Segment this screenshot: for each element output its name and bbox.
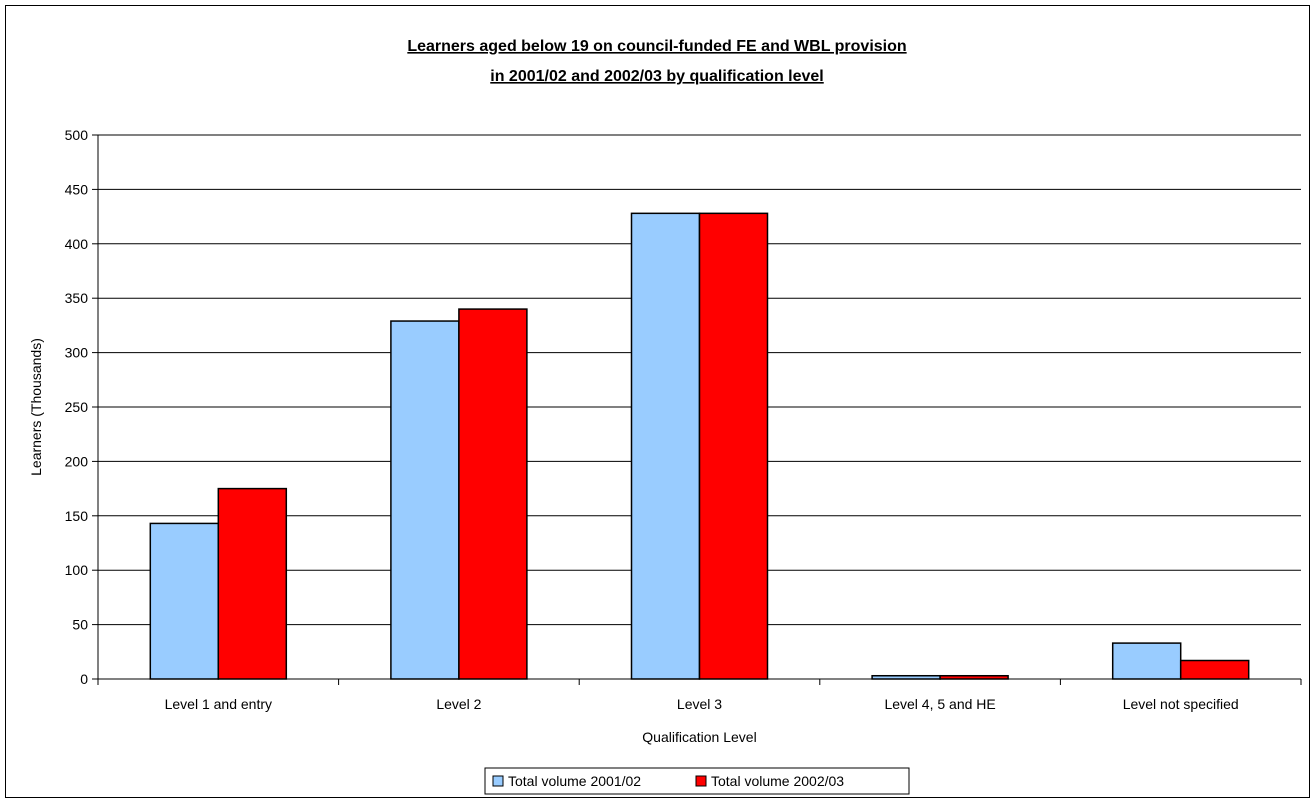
bar xyxy=(1111,642,1182,680)
bar xyxy=(458,308,528,680)
chart-title-line-2: in 2001/02 and 2002/03 by qualification … xyxy=(490,68,824,85)
chart-title: Learners aged below 19 on council-funded… xyxy=(407,38,906,85)
y-tick-label: 300 xyxy=(65,345,89,361)
x-tick-label: Level 2 xyxy=(436,696,481,712)
y-tick-label: 400 xyxy=(65,236,89,252)
plot-area: 0 50 100 150 200 250 300 350 400 450 500 Level 1 an… xyxy=(65,127,1302,712)
chart-title-line-1: Learners aged below 19 on council-funded… xyxy=(407,38,906,55)
x-tick-label: Level not specified xyxy=(1123,696,1239,712)
y-tick-label: 50 xyxy=(72,617,88,633)
y-tick-label: 450 xyxy=(65,181,89,197)
y-axis-title: Learners (Thousands) xyxy=(28,338,44,476)
y-tick-label: 350 xyxy=(65,290,89,306)
bar xyxy=(149,522,220,680)
legend-label: Total volume 2002/03 xyxy=(711,773,844,789)
y-tick-label: 100 xyxy=(65,562,89,578)
bar xyxy=(630,212,701,680)
legend-swatch xyxy=(492,775,504,787)
y-tick-label: 200 xyxy=(65,453,89,469)
y-tick-label: 500 xyxy=(65,127,89,143)
bar xyxy=(217,487,288,680)
bar xyxy=(698,212,769,680)
x-tick-label: Level 3 xyxy=(677,696,722,712)
legend: Total volume 2001/02 Total volume 2002/03 xyxy=(484,767,910,795)
legend-swatch xyxy=(695,775,707,787)
x-tick-label: Level 1 and entry xyxy=(165,696,272,712)
bar xyxy=(1179,659,1250,680)
y-tick-label: 0 xyxy=(80,671,88,687)
bar xyxy=(390,320,460,680)
legend-label: Total volume 2001/02 xyxy=(508,773,641,789)
y-tick-label: 150 xyxy=(65,508,89,524)
x-axis-title: Qualification Level xyxy=(642,729,756,745)
bar-chart: Learners aged below 19 on council-funded… xyxy=(28,38,1302,795)
chart-area: Learners aged below 19 on council-funded… xyxy=(5,5,1310,798)
y-tick-label: 250 xyxy=(65,399,89,415)
x-tick-label: Level 4, 5 and HE xyxy=(884,696,995,712)
